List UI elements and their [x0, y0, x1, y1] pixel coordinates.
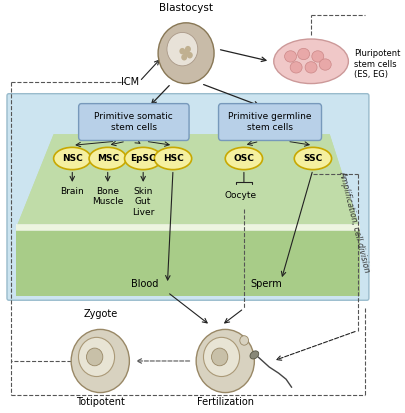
Circle shape — [181, 54, 187, 60]
Text: Oocyte: Oocyte — [224, 191, 256, 200]
Ellipse shape — [124, 147, 162, 170]
Text: OSC: OSC — [233, 154, 254, 163]
Circle shape — [71, 330, 129, 393]
Text: Bone
Muscle: Bone Muscle — [92, 187, 124, 206]
Text: Sperm: Sperm — [250, 279, 282, 289]
Circle shape — [211, 348, 228, 366]
Ellipse shape — [290, 62, 302, 73]
Text: ICM: ICM — [121, 76, 139, 87]
Circle shape — [203, 337, 240, 377]
Polygon shape — [16, 224, 360, 230]
Circle shape — [87, 348, 103, 366]
FancyBboxPatch shape — [79, 104, 189, 140]
Ellipse shape — [285, 51, 296, 62]
Circle shape — [196, 330, 254, 393]
Polygon shape — [16, 225, 360, 230]
Text: MSC: MSC — [97, 154, 119, 163]
Circle shape — [79, 337, 115, 377]
Text: Blastocyst: Blastocyst — [159, 3, 213, 13]
Circle shape — [183, 50, 189, 57]
Ellipse shape — [225, 147, 262, 170]
Ellipse shape — [89, 147, 126, 170]
Text: Skin
Gut
Liver: Skin Gut Liver — [132, 187, 154, 217]
Polygon shape — [16, 227, 360, 296]
Ellipse shape — [274, 39, 348, 83]
Text: SSC: SSC — [303, 154, 322, 163]
Circle shape — [240, 336, 249, 345]
Polygon shape — [16, 134, 360, 227]
Text: HSC: HSC — [163, 154, 183, 163]
Text: Pluripotent
stem cells
(ES, EG): Pluripotent stem cells (ES, EG) — [354, 49, 401, 79]
Ellipse shape — [312, 51, 324, 62]
Ellipse shape — [305, 62, 317, 73]
Circle shape — [179, 48, 185, 55]
Ellipse shape — [294, 147, 332, 170]
Ellipse shape — [298, 48, 309, 59]
Circle shape — [167, 33, 198, 66]
FancyBboxPatch shape — [219, 104, 322, 140]
Ellipse shape — [319, 59, 331, 70]
FancyBboxPatch shape — [7, 94, 369, 300]
Text: Totipotent: Totipotent — [76, 397, 125, 408]
Polygon shape — [16, 134, 360, 227]
Text: Blood: Blood — [131, 279, 159, 289]
Text: Zygote: Zygote — [83, 309, 117, 319]
Circle shape — [158, 23, 214, 83]
Ellipse shape — [154, 147, 192, 170]
Circle shape — [185, 46, 191, 52]
Ellipse shape — [250, 351, 259, 359]
Text: EpSC: EpSC — [130, 154, 156, 163]
Polygon shape — [16, 227, 360, 296]
Ellipse shape — [53, 147, 91, 170]
Text: Primitive germline
stem cells: Primitive germline stem cells — [228, 112, 312, 132]
Text: Primitive somatic
stem cells: Primitive somatic stem cells — [94, 112, 173, 132]
Text: Brain: Brain — [60, 187, 84, 196]
Text: Fertilization: Fertilization — [197, 397, 254, 408]
Circle shape — [187, 52, 193, 59]
Text: NSC: NSC — [62, 154, 83, 163]
Text: Amplification, cell division: Amplification, cell division — [337, 169, 371, 273]
